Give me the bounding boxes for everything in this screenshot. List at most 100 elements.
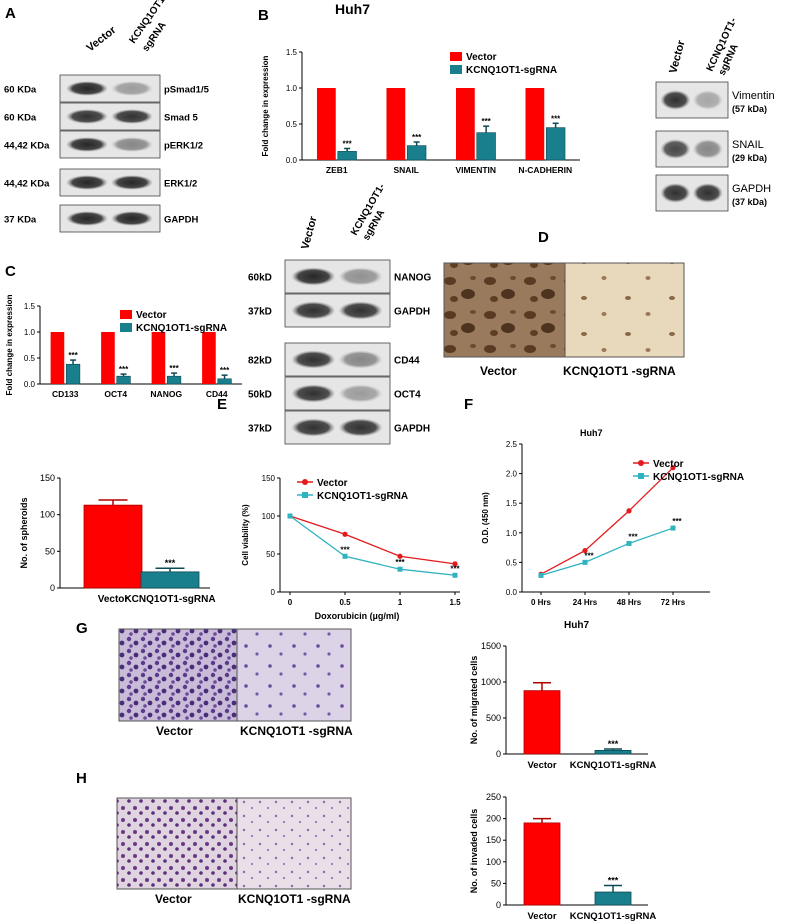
data-point	[287, 513, 293, 519]
bar	[594, 750, 632, 755]
y-axis-label: No. of invaded cells	[469, 809, 479, 894]
blot-row: 37kD GAPDH	[248, 410, 430, 445]
blot-band	[692, 139, 723, 159]
x-tick-label: ZEB1	[326, 165, 348, 175]
bar-vector	[455, 88, 475, 160]
blot-band	[66, 211, 108, 226]
blot-band	[111, 81, 153, 96]
blot-band	[338, 384, 383, 403]
blot-row: 37kD GAPDH	[248, 293, 430, 328]
bar-sgrna	[116, 375, 131, 385]
blot-band	[66, 175, 108, 190]
blot-band	[66, 81, 108, 96]
series-line	[540, 527, 674, 577]
series-line	[540, 467, 674, 575]
panel-d-images: Vector KCNQ1OT1 -sgRNA	[443, 262, 685, 378]
blot-band	[111, 211, 153, 226]
x-tick-label: OCT4	[104, 389, 127, 399]
blot-row: SNAIL (29 kDa)	[655, 130, 767, 168]
panel-h-images: Vector KCNQ1OT1 -sgRNA	[116, 797, 352, 906]
panel-b-title: Huh7	[335, 1, 370, 17]
significance-label: ***	[628, 532, 638, 541]
blot-row: 60 KDa Smad 5	[4, 102, 199, 131]
data-point	[670, 525, 676, 531]
blot-size-label: 82kD	[248, 356, 272, 367]
bar-sgrna	[166, 375, 182, 385]
x-axis-label: Doxorubicin (µg/ml)	[315, 611, 400, 621]
y-tick-label: 0	[496, 900, 501, 910]
x-tick-label: VIMENTIN	[455, 165, 496, 175]
blot-row: 60kD NANOG	[248, 259, 431, 294]
y-tick-label: 0.5	[506, 558, 518, 567]
y-axis-label: No. of spheroids	[19, 497, 29, 568]
chart-spheroids: 0 50 100 150 No. of spheroids Vector *** KCNQ1O…	[19, 473, 216, 605]
x-tick-label: 24 Hrs	[573, 598, 598, 607]
y-tick-label: 100	[486, 857, 501, 867]
x-tick-label: Vector	[527, 760, 556, 771]
y-axis-label: No. of migrated cells	[469, 656, 479, 745]
blot-band	[291, 418, 336, 437]
legend-marker	[638, 473, 644, 479]
blot-band	[338, 350, 383, 369]
y-tick-label: 50	[266, 550, 275, 559]
blot-row: 50kD OCT4	[248, 376, 421, 411]
x-tick-label: Vector	[527, 911, 556, 922]
blot-band	[111, 137, 153, 152]
blot-band	[291, 267, 336, 286]
blot-size-label: (37 kDa)	[732, 197, 767, 207]
micrograph-vector	[116, 797, 238, 890]
blot-protein-label: SNAIL	[732, 139, 764, 151]
micrograph-vector	[443, 262, 566, 358]
significance-label: ***	[551, 114, 561, 123]
x-tick-label: KCNQ1OT1-sgRNA	[570, 760, 657, 771]
blot-row: 37 KDa GAPDH	[4, 204, 198, 233]
legend-label: KCNQ1OT1-sgRNA	[653, 472, 744, 483]
blot-size-label: (57 kDa)	[732, 104, 767, 114]
bar-vector	[101, 332, 115, 384]
data-point	[342, 531, 348, 537]
micrograph-sgrna	[236, 628, 352, 722]
blot-band	[660, 90, 691, 110]
x-tick-label: CD44	[206, 389, 228, 399]
blot-size-label: 44,42 KDa	[4, 141, 50, 152]
blot-protein-label: GAPDH	[394, 307, 430, 318]
y-tick-label: 100	[40, 510, 55, 520]
chart-title: Huh7	[564, 620, 589, 631]
micrograph-sgrna	[564, 262, 685, 358]
blot-band	[338, 301, 383, 320]
bar-vector	[386, 88, 406, 160]
data-point	[452, 561, 458, 567]
blot-band	[660, 183, 691, 203]
panel-letter-d: D	[538, 229, 549, 246]
y-axis-label: Fold change in expression	[261, 55, 270, 156]
caption-sgrna: KCNQ1OT1 -sgRNA	[238, 892, 351, 906]
series-line	[289, 515, 456, 576]
y-tick-label: 1.5	[286, 48, 298, 57]
y-axis-label: Fold change in expression	[5, 294, 14, 395]
legend-label: Vector	[136, 310, 167, 321]
blot-size-label: 50kD	[248, 390, 272, 401]
panel-letter-c: C	[5, 263, 16, 280]
bar-vector	[525, 88, 545, 160]
y-axis-label: Cell viability (%)	[241, 504, 250, 566]
legend-label: KCNQ1OT1-sgRNA	[317, 491, 408, 502]
x-tick-label: CD133	[52, 389, 79, 399]
x-tick-label: NANOG	[150, 389, 182, 399]
significance-label: ***	[165, 558, 176, 568]
blot-size-label: 44,42 KDa	[4, 179, 50, 190]
blot-band	[291, 384, 336, 403]
chart-E: 0 50 100 150 Cell viability (%) 0 0.5 1 1.5 *** **…	[241, 474, 461, 621]
legend-label: KCNQ1OT1-sgRNA	[466, 65, 557, 76]
legend-label: KCNQ1OT1-sgRNA	[136, 323, 227, 334]
y-tick-label: 150	[486, 835, 501, 845]
blot-band	[111, 109, 153, 124]
micrograph-sgrna	[236, 797, 352, 890]
x-tick-label: SNAIL	[394, 165, 420, 175]
blot-size-label: 37kD	[248, 424, 272, 435]
lane-label-vector: Vector	[667, 38, 687, 74]
significance-label: ***	[119, 365, 129, 374]
blot-size-label: 60 KDa	[4, 85, 37, 96]
legend-swatch	[450, 65, 462, 74]
